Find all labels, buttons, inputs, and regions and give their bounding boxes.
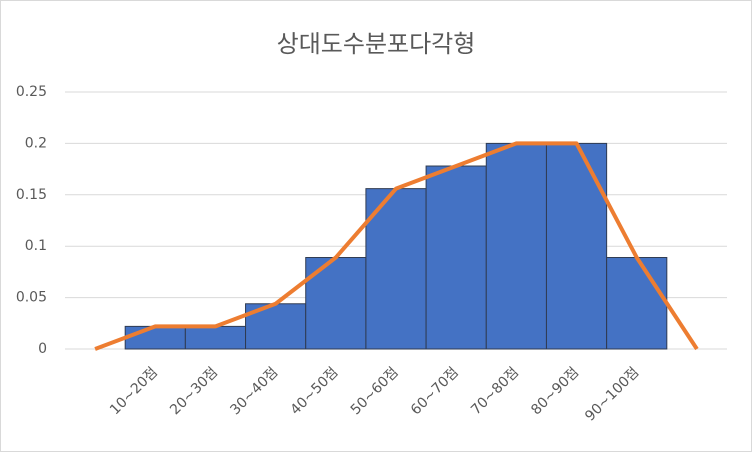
bar [124, 325, 186, 350]
bar [545, 142, 608, 350]
polygon-line [94, 141, 699, 351]
y-tick-label: 0 [38, 341, 47, 357]
bar [606, 257, 668, 350]
y-tick-label: 0.1 [25, 238, 47, 254]
y-tick-label: 0.05 [16, 290, 47, 306]
y-tick-label: 0.25 [16, 84, 47, 100]
bar [425, 165, 487, 350]
y-tick-label: 0.15 [16, 187, 47, 203]
bar [184, 325, 247, 350]
bar [485, 142, 547, 350]
y-tick-label: 0.2 [25, 135, 47, 151]
chart-title: 상대도수분포다각형 [277, 30, 476, 58]
